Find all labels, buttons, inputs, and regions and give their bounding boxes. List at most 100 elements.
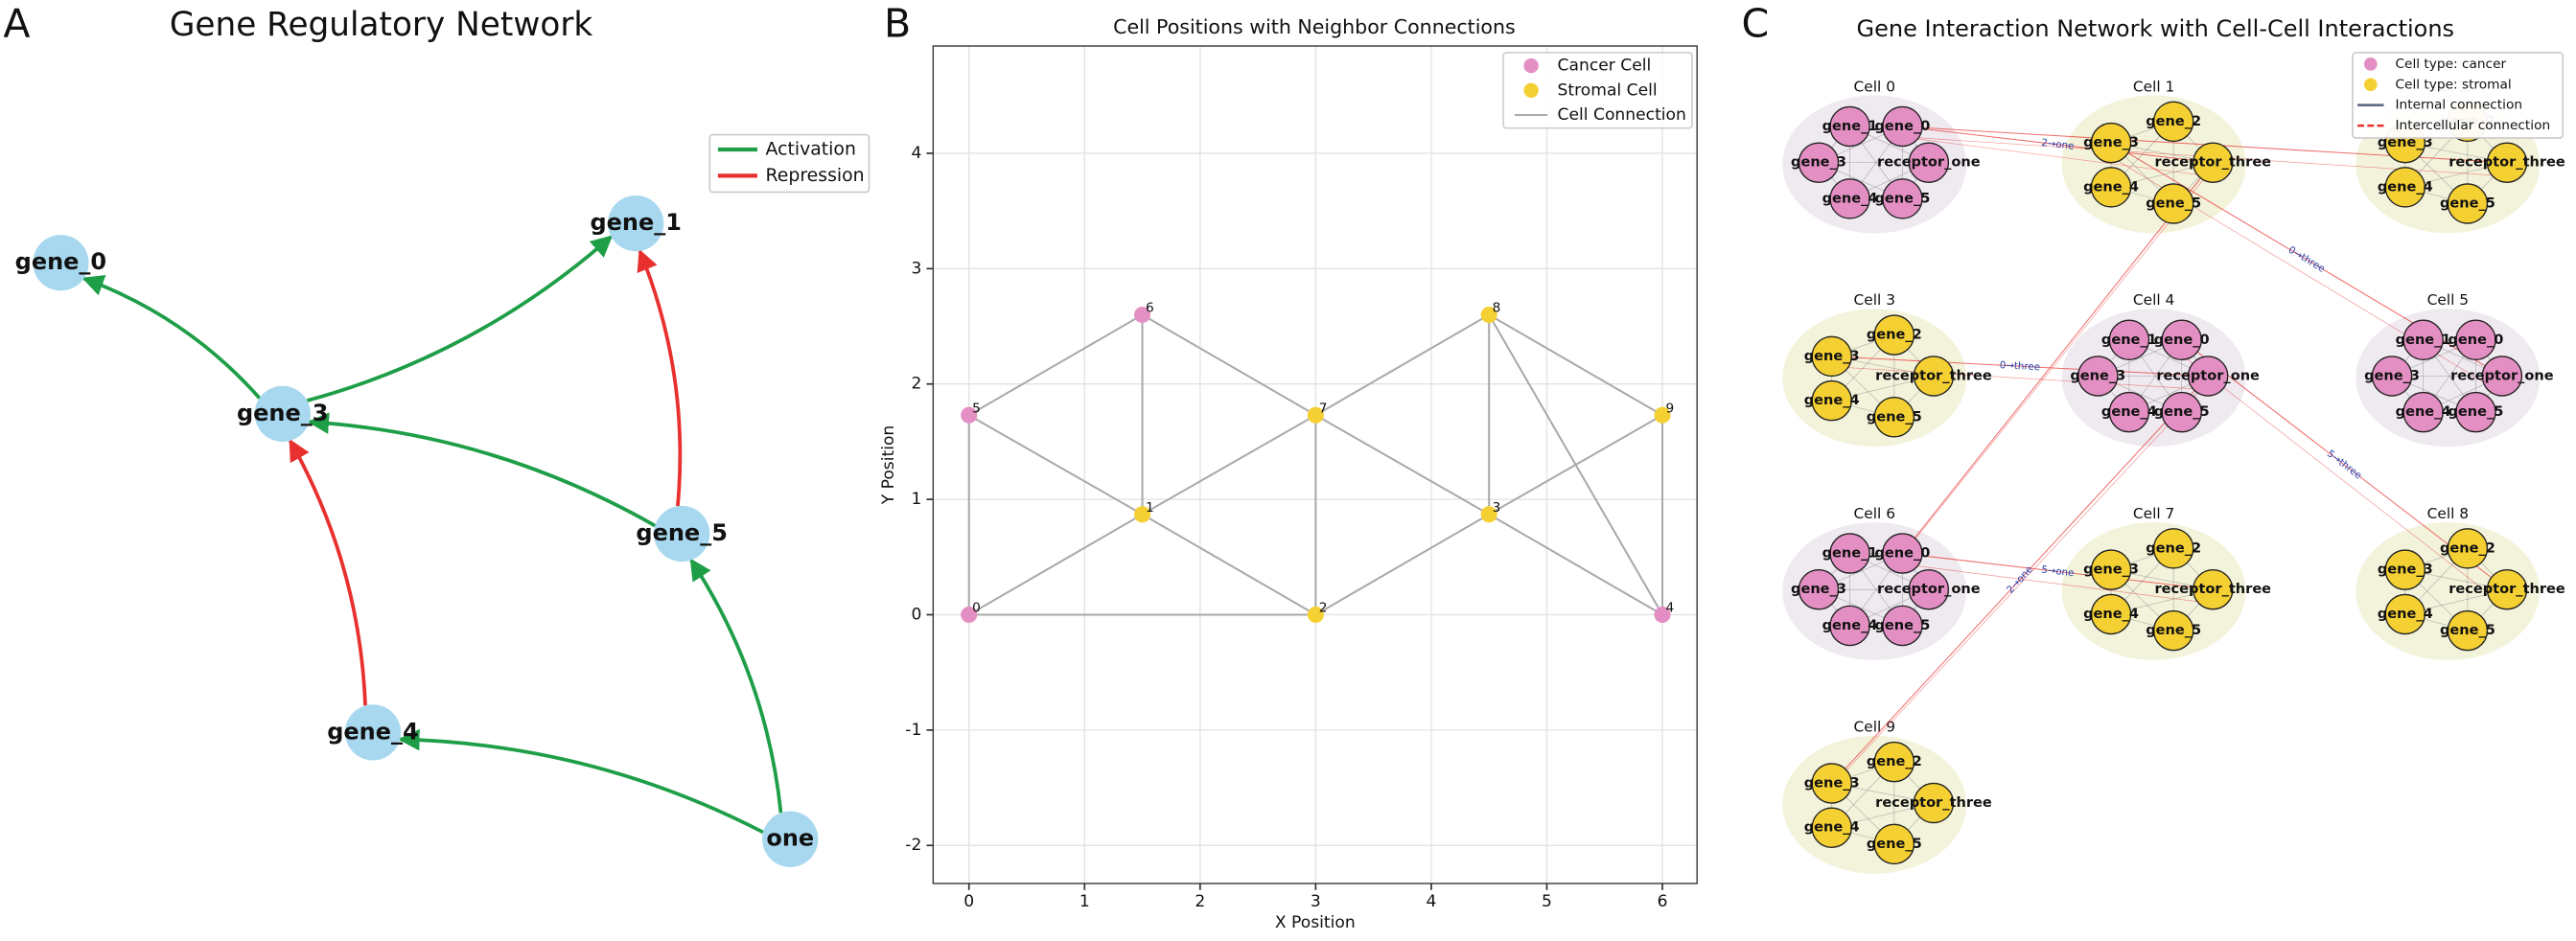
cell-point	[1480, 506, 1497, 523]
gene-node	[2486, 568, 2528, 610]
gene-label: gene_1	[1822, 545, 1878, 562]
gene-label: gene_5	[636, 519, 727, 546]
edge-label: 2→one	[2041, 137, 2075, 152]
cell-label: Cell 3	[1854, 291, 1895, 309]
gene-node	[1829, 178, 1870, 219]
cell-connection	[968, 513, 1144, 616]
cell-label: Cell 5	[2427, 291, 2469, 309]
gene-node	[1873, 397, 1915, 438]
gene-label: gene_3	[2083, 134, 2139, 150]
gene-label: gene_0	[2448, 332, 2504, 348]
cell-point	[1654, 606, 1671, 624]
y-tick-label: 4	[911, 144, 921, 163]
gene-label: gene_3	[1804, 348, 1860, 364]
gene-node	[2455, 391, 2496, 433]
edge-label: 5→three	[2325, 448, 2364, 481]
gene-label: gene_5	[1867, 836, 1922, 852]
gene-node	[2187, 356, 2229, 397]
cell-connection	[1488, 513, 1663, 616]
gene-label: gene_3	[2070, 367, 2125, 383]
point-label: 3	[1493, 500, 1501, 516]
intercellular-connection	[1831, 376, 2209, 784]
gene-node	[2481, 356, 2523, 397]
gene-label: receptor_three	[1875, 367, 1992, 383]
gene-node	[2193, 142, 2234, 183]
gene-label: gene_5	[2146, 195, 2201, 212]
gene-node	[2152, 101, 2194, 143]
panel-c-title: Gene Interaction Network with Cell-Cell …	[1857, 15, 2455, 42]
x-tick-label: 5	[1542, 892, 1552, 911]
gene-label: gene_4	[2101, 403, 2157, 420]
gene-label: gene_5	[2440, 622, 2495, 638]
cell-label: Cell 7	[2133, 505, 2175, 522]
gene-node	[1882, 178, 1923, 219]
gene-node	[2077, 356, 2119, 397]
legend-label: Cell type: stromal	[2395, 77, 2511, 92]
cell-connection	[1314, 513, 1490, 616]
cell-point	[1307, 406, 1324, 424]
gene-label: gene_0	[2154, 332, 2210, 348]
gene-label: gene_4	[2083, 178, 2139, 195]
intercellular-connection	[1824, 365, 2202, 390]
legend-label: Cancer Cell	[1558, 57, 1652, 76]
legend-label: Repression	[766, 166, 865, 186]
edge	[307, 412, 657, 528]
panel-label: A	[3, 0, 30, 46]
legend-label: Internal connection	[2395, 98, 2522, 113]
edge	[637, 248, 683, 507]
cell-point	[961, 606, 978, 624]
cell-point	[961, 406, 978, 424]
gene-label: gene_4	[1822, 617, 1878, 633]
gene-node	[2193, 568, 2234, 610]
gene-label: gene_4	[1804, 819, 1860, 836]
legend-label: Stromal Cell	[1558, 80, 1658, 100]
gene-label: gene_3	[1804, 774, 1860, 791]
cell-label: Cell 9	[1854, 719, 1895, 736]
y-axis-label: Y Position	[879, 425, 898, 506]
cell-connection	[968, 313, 1144, 417]
gene-label: gene_1	[590, 209, 681, 236]
cell-connection	[1488, 313, 1663, 417]
cell-connection	[1314, 313, 1490, 417]
gene-node	[2152, 609, 2194, 652]
edge	[397, 728, 764, 835]
gene-label: gene_5	[1874, 617, 1930, 633]
gene-label: gene_4	[2083, 606, 2139, 622]
gene-node	[33, 235, 89, 291]
gene-node	[1798, 142, 1840, 183]
cell-label: Cell 4	[2133, 291, 2175, 309]
intercellular-connection	[2174, 349, 2501, 604]
cell-point	[1480, 306, 1497, 324]
gene-label: gene_2	[1867, 753, 1922, 769]
gene-label: gene_1	[1822, 118, 1878, 134]
intercellular-connection	[1895, 562, 2207, 604]
gene-label: receptor_three	[2155, 581, 2272, 597]
cell-point	[1133, 306, 1151, 324]
edge	[306, 235, 614, 402]
intercellular-connection	[1902, 126, 2214, 164]
gene-label: gene_5	[2154, 403, 2210, 420]
gene-node	[762, 811, 819, 867]
point-label: 6	[1146, 301, 1154, 316]
gene-node	[2090, 167, 2132, 208]
gene-node	[2108, 319, 2150, 361]
point-label: 5	[972, 401, 981, 416]
gene-node	[2447, 609, 2489, 652]
gene-node	[1811, 807, 1852, 848]
cell-connection	[1142, 414, 1316, 516]
gene-node	[1908, 568, 1950, 610]
point-label: 0	[972, 601, 981, 616]
gene-label: gene_3	[2378, 562, 2433, 578]
edge-label: 0→three	[1999, 359, 2040, 373]
gene-node	[2402, 319, 2444, 361]
edge-label: 2→one	[2005, 563, 2035, 595]
gene-label: gene_0	[1874, 118, 1930, 134]
gene-node	[2455, 319, 2496, 361]
gene-node	[1829, 105, 1870, 148]
gene-node	[2108, 391, 2150, 433]
gene-label: gene_0	[15, 248, 106, 275]
point-label: 1	[1146, 500, 1154, 516]
point-label: 9	[1665, 401, 1674, 416]
gene-node	[2090, 593, 2132, 635]
gene-label: gene_3	[2083, 562, 2139, 578]
